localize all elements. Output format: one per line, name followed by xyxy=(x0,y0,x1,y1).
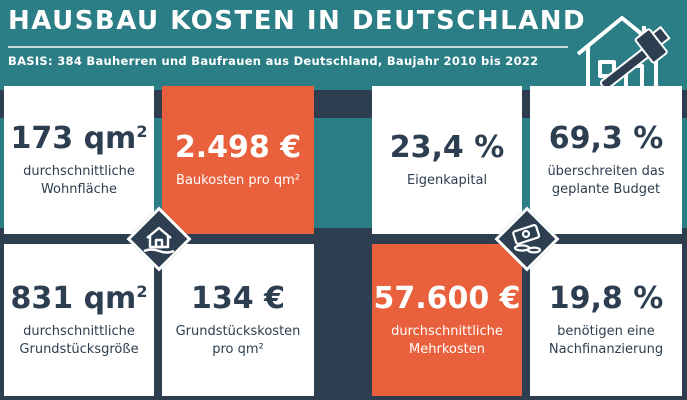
tile-grundstueckskosten: 134 € Grundstückskosten pro qm² xyxy=(162,244,314,396)
tile-label: benötigen eine Nachfinanzierung xyxy=(548,323,664,357)
page-subtitle: BASIS: 384 Bauherren und Baufrauen aus D… xyxy=(8,54,539,68)
tile-value: 23,4 % xyxy=(389,129,505,165)
money-icon xyxy=(512,224,542,254)
tile-grundstueck: 831 qm2 durchschnittliche Grundstücksgrö… xyxy=(4,244,154,396)
tile-value: 69,3 % xyxy=(548,120,664,156)
title-divider xyxy=(8,46,568,48)
house-hammer-icon xyxy=(576,16,671,100)
tile-wohnflaeche: 173 qm2 durchschnittliche Wohnfläche xyxy=(4,86,154,234)
tile-label: Baukosten pro qm² xyxy=(176,172,300,188)
house-icon xyxy=(143,226,175,254)
tile-eigenkapital: 23,4 % Eigenkapital xyxy=(372,86,522,234)
tile-value: 2.498 € xyxy=(174,129,302,165)
page-title: HAUSBAU KOSTEN IN DEUTSCHLAND xyxy=(8,6,587,36)
tile-label: überschreiten das geplante Budget xyxy=(547,163,665,197)
tile-value: 19,8 % xyxy=(548,280,664,316)
tile-label: Eigenkapital xyxy=(406,172,488,188)
tile-value: 173 qm2 xyxy=(10,120,148,156)
tile-value: 831 qm2 xyxy=(10,280,148,316)
tile-label: durchschnittliche Grundstücksgröße xyxy=(19,323,139,357)
tile-label: Grundstückskosten pro qm² xyxy=(175,323,301,357)
header: HAUSBAU KOSTEN IN DEUTSCHLAND BASIS: 384… xyxy=(0,0,687,90)
tile-baukosten: 2.498 € Baukosten pro qm² xyxy=(162,86,314,234)
tile-mehrkosten: 57.600 € durchschnittliche Mehrkosten xyxy=(372,244,522,396)
tile-budget: 69,3 % überschreiten das geplante Budget xyxy=(530,86,682,234)
tile-label: durchschnittliche Mehrkosten xyxy=(391,323,503,357)
tile-value: 134 € xyxy=(191,280,285,316)
tile-value: 57.600 € xyxy=(373,280,521,316)
tile-nachfinanzierung: 19,8 % benötigen eine Nachfinanzierung xyxy=(530,244,682,396)
tile-label: durchschnittliche Wohnfläche xyxy=(23,163,135,197)
